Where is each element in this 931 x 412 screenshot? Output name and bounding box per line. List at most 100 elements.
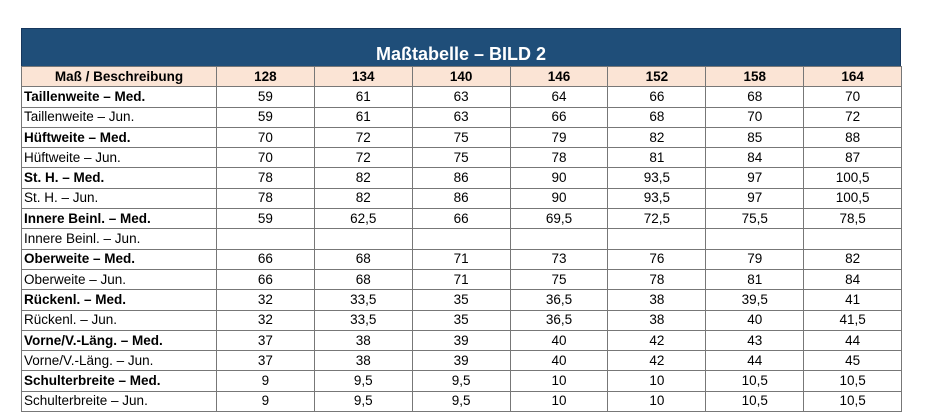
header-size-134: 134 [313, 65, 413, 88]
header-size-158: 158 [705, 65, 805, 88]
table-cell: 59 [216, 106, 315, 128]
table-cell: 70 [705, 106, 805, 128]
size-table-container: Maßtabelle – BILD 2 Maß / Beschreibung 1… [21, 28, 903, 412]
table-cell: 37 [216, 350, 315, 372]
table-row: Schulterbreite – Jun. 9 9,5 9,5 10 10 10,5 10,5 [21, 390, 903, 412]
table-cell: 10 [509, 370, 609, 392]
table-cell: 85 [705, 126, 805, 149]
table-cell: 10,5 [803, 370, 903, 392]
table-cell: 72 [803, 106, 903, 128]
table-cell: 59 [216, 86, 315, 108]
table-cell: 97 [705, 187, 805, 210]
table-cell: 42 [607, 350, 707, 372]
table-cell: 70 [216, 147, 315, 169]
table-cell: 9,5 [411, 370, 511, 392]
table-cell: 69,5 [509, 208, 609, 230]
table-cell: 59 [216, 208, 315, 230]
table-cell: 36,5 [509, 309, 609, 331]
table-cell: 40 [705, 309, 805, 331]
table-cell: 72 [313, 126, 413, 149]
table-cell: 87 [803, 147, 903, 169]
table-row: Oberweite – Med. 66 68 71 73 76 79 82 [21, 248, 903, 270]
table-cell: 43 [705, 329, 805, 352]
table-cell: 71 [411, 268, 511, 291]
table-cell: 97 [705, 167, 805, 189]
row-label: Taillenweite – Med. [21, 86, 217, 108]
table-cell: 9 [216, 390, 315, 412]
size-table: Maß / Beschreibung 128 134 140 146 152 1… [21, 65, 903, 412]
table-cell: 64 [509, 86, 609, 108]
table-row: St. H. – Jun. 78 82 86 90 93,5 97 100,5 [21, 187, 903, 210]
header-size-128: 128 [216, 65, 315, 88]
table-cell: 36,5 [509, 289, 609, 311]
table-row: Rückenl. – Jun. 32 33,5 35 36,5 38 40 41,5 [21, 309, 903, 331]
header-size-146: 146 [509, 65, 609, 88]
table-cell: 84 [803, 268, 903, 291]
table-title: Maßtabelle – BILD 2 [21, 28, 901, 66]
table-cell: 66 [509, 106, 609, 128]
table-cell: 78 [216, 167, 315, 189]
table-cell: 33,5 [313, 309, 413, 331]
table-cell: 86 [411, 167, 511, 189]
table-cell: 39 [411, 329, 511, 352]
table-cell: 32 [216, 309, 315, 331]
table-cell: 82 [313, 167, 413, 189]
row-label: Innere Beinl. – Med. [21, 208, 217, 230]
table-cell: 100,5 [803, 187, 903, 210]
table-cell: 38 [313, 350, 413, 372]
table-cell: 71 [411, 248, 511, 270]
table-cell: 76 [607, 248, 707, 270]
header-size-164: 164 [803, 65, 903, 88]
table-row: Taillenweite – Med. 59 61 63 64 66 68 70 [21, 86, 903, 108]
table-cell: 44 [803, 329, 903, 352]
table-cell [509, 228, 609, 250]
table-row: Vorne/V.-Läng. – Med. 37 38 39 40 42 43 44 [21, 329, 903, 352]
table-cell: 37 [216, 329, 315, 352]
table-cell: 10,5 [705, 370, 805, 392]
table-cell: 61 [313, 106, 413, 128]
table-row: Taillenweite – Jun. 59 61 63 66 68 70 72 [21, 106, 903, 128]
table-cell: 75 [509, 268, 609, 291]
table-row: St. H. – Med. 78 82 86 90 93,5 97 100,5 [21, 167, 903, 189]
table-row: Innere Beinl. – Med. 59 62,5 66 69,5 72,5 75,5… [21, 208, 903, 230]
table-cell: 40 [509, 350, 609, 372]
row-label: St. H. – Med. [21, 167, 217, 189]
table-cell: 68 [313, 268, 413, 291]
table-cell: 100,5 [803, 167, 903, 189]
table-cell: 72,5 [607, 208, 707, 230]
table-cell: 70 [803, 86, 903, 108]
table-cell: 78 [216, 187, 315, 210]
table-cell: 63 [411, 106, 511, 128]
table-cell [705, 228, 805, 250]
table-cell: 40 [509, 329, 609, 352]
table-cell: 68 [607, 106, 707, 128]
table-cell: 73 [509, 248, 609, 270]
table-cell: 38 [607, 289, 707, 311]
table-cell: 33,5 [313, 289, 413, 311]
row-label: Taillenweite – Jun. [21, 106, 217, 128]
table-cell: 45 [803, 350, 903, 372]
table-row: Innere Beinl. – Jun. [21, 228, 903, 250]
table-cell: 44 [705, 350, 805, 372]
table-cell: 42 [607, 329, 707, 352]
header-description: Maß / Beschreibung [21, 65, 217, 88]
table-cell: 61 [313, 86, 413, 108]
table-cell: 62,5 [313, 208, 413, 230]
table-cell: 9,5 [313, 390, 413, 412]
table-cell [411, 228, 511, 250]
table-cell: 72 [313, 147, 413, 169]
table-cell: 66 [607, 86, 707, 108]
table-cell: 63 [411, 86, 511, 108]
table-cell: 66 [411, 208, 511, 230]
table-cell: 32 [216, 289, 315, 311]
row-label: Oberweite – Med. [21, 248, 217, 270]
table-cell: 90 [509, 187, 609, 210]
table-cell: 88 [803, 126, 903, 149]
table-cell: 35 [411, 309, 511, 331]
table-cell: 82 [607, 126, 707, 149]
table-cell: 10 [607, 370, 707, 392]
header-size-152: 152 [607, 65, 707, 88]
table-row: Hüftweite – Jun. 70 72 75 78 81 84 87 [21, 147, 903, 169]
table-cell: 75,5 [705, 208, 805, 230]
table-cell: 35 [411, 289, 511, 311]
